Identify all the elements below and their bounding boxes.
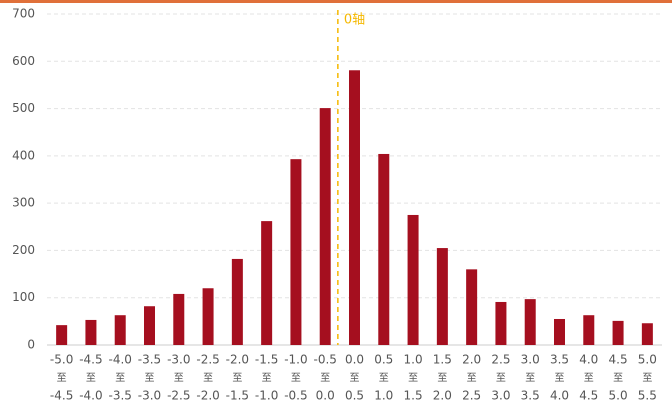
x-tick-label: 至: [203, 372, 213, 384]
bar: [173, 293, 185, 345]
x-tick-label: 至: [467, 372, 477, 384]
x-tick-label: -1.0: [255, 389, 278, 403]
x-tick-label: -5.0: [50, 353, 73, 367]
x-tick-label: 至: [437, 372, 447, 384]
y-tick-label: 700: [12, 7, 35, 21]
x-tick-label: 至: [86, 372, 96, 384]
x-tick-label: -0.5: [314, 353, 337, 367]
bar: [231, 258, 243, 345]
bar: [583, 315, 595, 345]
x-tick-label: 2.0: [433, 389, 452, 403]
x-tick-label: 至: [408, 372, 418, 384]
x-tick-label: 4.5: [609, 353, 628, 367]
bar: [641, 323, 653, 345]
x-tick-label: 4.5: [579, 389, 598, 403]
y-tick-label: 400: [12, 148, 35, 162]
x-tick-label: -3.0: [167, 353, 190, 367]
x-tick-label: -3.5: [109, 389, 132, 403]
x-tick-label: 至: [291, 372, 301, 384]
x-tick-label: 1.0: [404, 353, 423, 367]
x-tick-label: -0.5: [284, 389, 307, 403]
bar: [290, 159, 302, 345]
x-tick-label: 至: [320, 372, 330, 384]
x-tick-label: -3.0: [138, 389, 161, 403]
x-tick-label: -2.5: [167, 389, 190, 403]
x-tick-label: 至: [555, 372, 565, 384]
x-tick-label: -2.0: [196, 389, 219, 403]
x-tick-label: 至: [262, 372, 272, 384]
x-tick-label: 0.5: [374, 353, 393, 367]
x-tick-label: 至: [613, 372, 623, 384]
bar: [436, 248, 448, 345]
x-tick-label: 至: [232, 372, 242, 384]
x-tick-label: 3.0: [491, 389, 510, 403]
x-tick-label: -4.5: [50, 389, 73, 403]
bar: [349, 70, 360, 346]
annotation: 0轴: [344, 13, 365, 28]
x-tick-label: 1.5: [404, 389, 423, 403]
x-tick-label: 5.0: [638, 353, 657, 367]
x-tick-label: 2.5: [491, 353, 510, 367]
x-tick-label: 2.0: [462, 353, 481, 367]
x-tick-label: -1.0: [284, 353, 307, 367]
x-tick-label: 3.5: [550, 353, 569, 367]
x-tick-label: 0.5: [345, 389, 364, 403]
bar: [202, 288, 214, 345]
x-tick-label: 至: [642, 372, 652, 384]
x-tick-label: 至: [584, 372, 594, 384]
x-tick-label: -4.0: [79, 389, 102, 403]
x-tick-label: -1.5: [226, 389, 249, 403]
x-tick-label: 1.0: [374, 389, 393, 403]
x-tick-label: 至: [525, 372, 535, 384]
x-tick-label: -2.5: [196, 353, 219, 367]
x-tick-label: 至: [115, 372, 125, 384]
top-border: [0, 0, 672, 3]
bar: [466, 269, 478, 345]
bar: [407, 214, 419, 345]
x-tick-label: -3.5: [138, 353, 161, 367]
y-tick-label: 100: [12, 290, 35, 304]
x-tick-label: 至: [496, 372, 506, 384]
bar: [56, 325, 68, 345]
x-tick-label: 至: [350, 372, 360, 384]
x-tick-label: 1.5: [433, 353, 452, 367]
x-tick-label: 3.5: [521, 389, 540, 403]
y-tick-label: 500: [12, 101, 35, 115]
bar: [114, 315, 126, 345]
y-tick-label: 300: [12, 196, 35, 210]
x-tick-label: 至: [145, 372, 155, 384]
x-tick-label: 至: [57, 372, 67, 384]
x-tick-label: 至: [379, 372, 389, 384]
bar: [612, 320, 624, 345]
x-tick-label: 5.5: [638, 389, 657, 403]
x-tick-label: 3.0: [521, 353, 540, 367]
bar: [85, 319, 97, 345]
y-tick-label: 200: [12, 243, 35, 257]
x-tick-label: -2.0: [226, 353, 249, 367]
x-tick-label: -1.5: [255, 353, 278, 367]
x-tick-label: 至: [174, 372, 184, 384]
bar: [319, 108, 331, 345]
bar: [261, 221, 273, 345]
bar: [495, 301, 507, 345]
x-tick-label: 4.0: [579, 353, 598, 367]
x-tick-label: 0.0: [316, 389, 335, 403]
x-tick-label: -4.0: [109, 353, 132, 367]
bar: [554, 318, 565, 345]
x-tick-label: -4.5: [79, 353, 102, 367]
x-tick-label: 2.5: [462, 389, 481, 403]
x-tick-label: 4.0: [550, 389, 569, 403]
x-tick-label: 0.0: [345, 353, 364, 367]
y-tick-label: 600: [12, 54, 35, 68]
x-tick-label: 5.0: [609, 389, 628, 403]
y-tick-label: 0: [27, 338, 35, 352]
bar: [524, 299, 536, 345]
bar: [378, 153, 390, 345]
bar: [144, 306, 155, 345]
